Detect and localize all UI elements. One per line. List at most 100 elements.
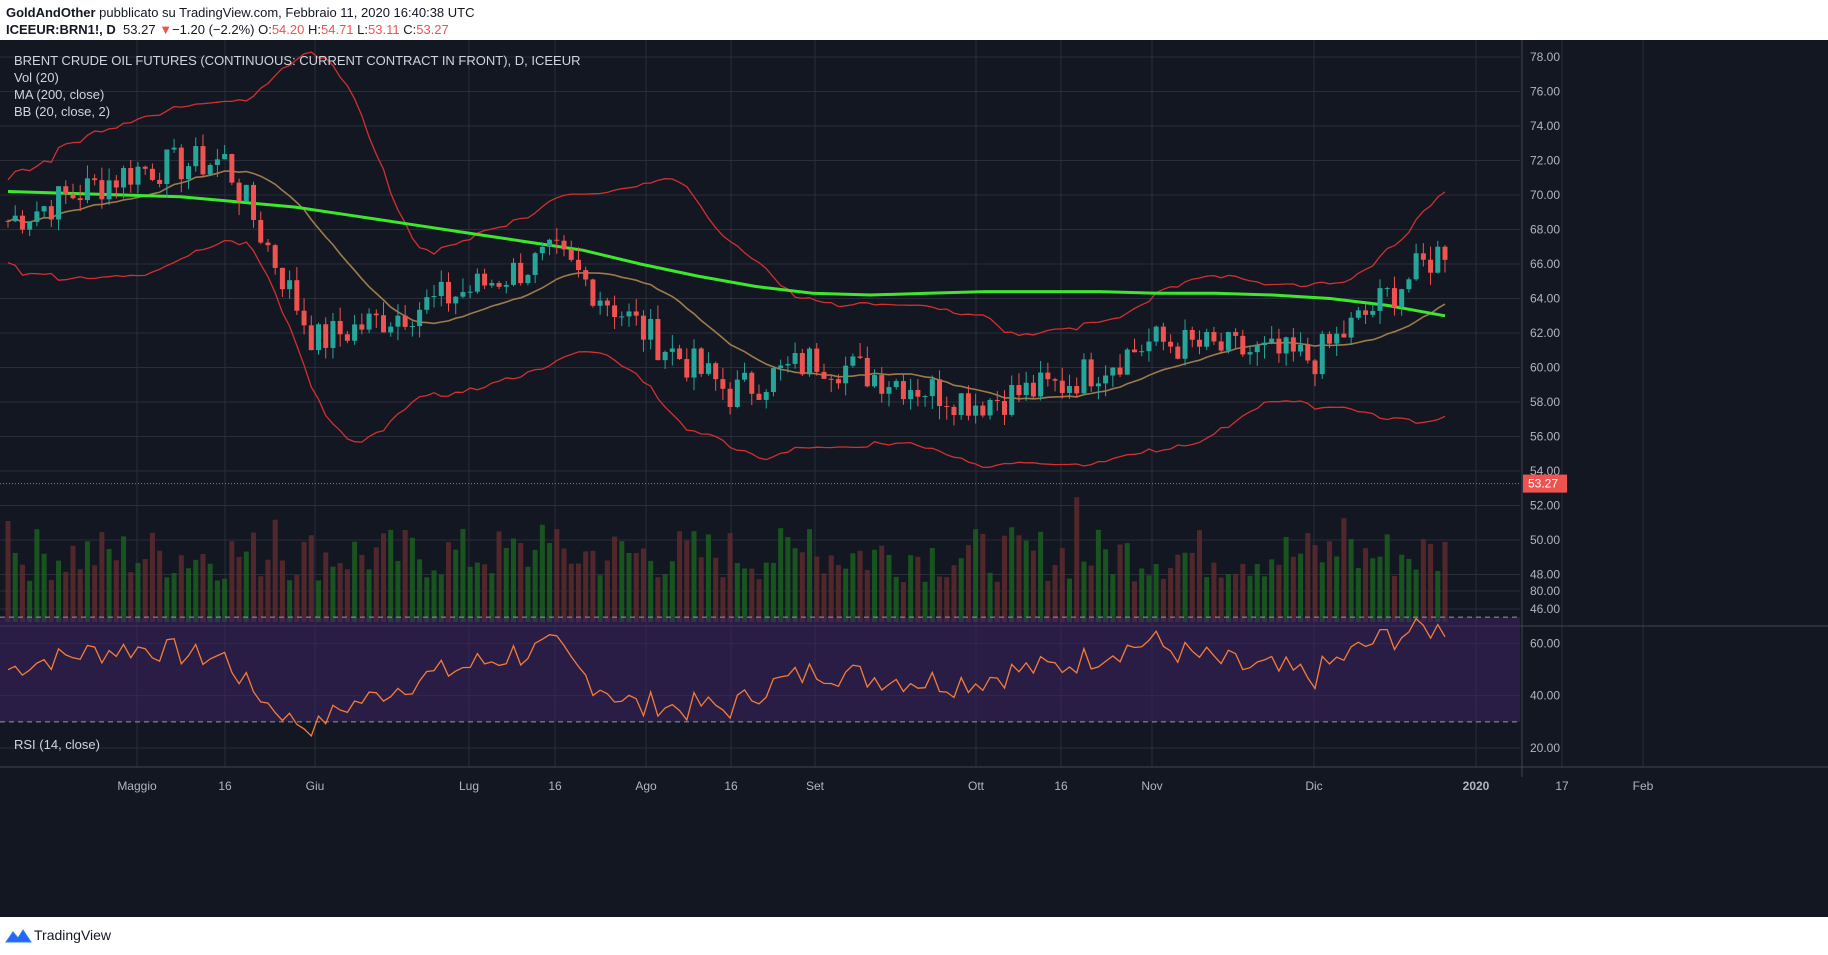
tradingview-brand[interactable]: TradingView <box>34 927 112 943</box>
low-label: L: <box>357 22 369 37</box>
volume-bar <box>785 537 791 622</box>
candle-body <box>1290 337 1296 352</box>
candle-body <box>236 182 242 202</box>
volume-bar <box>287 580 293 622</box>
candle-body <box>1052 379 1058 381</box>
candle-body <box>373 313 379 316</box>
volume-bar <box>662 574 668 622</box>
volume-bar <box>1038 531 1044 622</box>
candle-body <box>453 296 459 304</box>
candle-body <box>467 291 473 293</box>
change-down-icon: ▼ <box>159 22 173 37</box>
volume-bar <box>27 580 33 622</box>
candle-body <box>424 297 430 310</box>
volume-bar <box>770 562 776 622</box>
candle-body <box>1038 372 1044 397</box>
volume-bar <box>1117 544 1123 622</box>
time-axis-label: 16 <box>218 779 232 793</box>
last-price-label: 53.27 <box>1528 477 1558 491</box>
candle-body <box>619 316 625 318</box>
candle-body <box>178 147 184 180</box>
chart-canvas[interactable]: 46.00 48.00 50.00 52.00 54.00 56.00 58.00 60.00… <box>0 40 1828 917</box>
volume-bar <box>1254 563 1260 622</box>
candle-body <box>510 262 516 285</box>
volume-bar <box>872 549 878 622</box>
candle-body <box>258 219 264 243</box>
volume-bar <box>84 541 90 622</box>
volume-bar <box>496 531 502 622</box>
bb-basis-line <box>7 170 1446 400</box>
candle-body <box>214 159 220 166</box>
volume-bar <box>193 559 199 622</box>
legend-ma[interactable]: MA (200, close) <box>14 87 105 102</box>
symbol-name[interactable]: ICEEUR:BRN1!, D <box>6 22 116 37</box>
volume-bar <box>222 578 228 622</box>
candle-body <box>1204 332 1210 347</box>
candle-body <box>222 154 228 160</box>
candle-body <box>99 180 105 200</box>
candle-body <box>958 393 964 416</box>
candle-body <box>1254 345 1260 353</box>
volume-bar <box>994 581 1000 622</box>
volume-bar <box>1225 574 1231 622</box>
volume-bar <box>1261 576 1267 622</box>
candle-body <box>1355 310 1361 318</box>
candle-body <box>662 351 668 361</box>
candle-body <box>251 184 257 220</box>
chart-area[interactable]: 46.00 48.00 50.00 52.00 54.00 56.00 58.00 60.00… <box>0 40 1828 917</box>
volume-bar <box>323 552 329 622</box>
candle-body <box>828 378 834 380</box>
candle-body <box>1088 359 1094 387</box>
candle-body <box>944 406 950 408</box>
volume-bar <box>1355 567 1361 622</box>
time-axis-label: 16 <box>1054 779 1068 793</box>
volume-bar <box>893 576 899 622</box>
volume-bar <box>547 543 553 622</box>
legend-bb[interactable]: BB (20, close, 2) <box>14 104 111 119</box>
candle-body <box>648 319 654 340</box>
volume-bar <box>857 550 863 622</box>
candle-body <box>814 348 820 372</box>
candle-body <box>1168 341 1174 347</box>
candle-body <box>1283 337 1289 354</box>
candle-body <box>1406 279 1412 290</box>
candle-body <box>951 406 957 416</box>
volume-bar <box>554 529 560 622</box>
candle-body <box>395 315 401 327</box>
volume-bar <box>669 561 675 622</box>
candle-body <box>900 381 906 400</box>
volume-bar <box>742 568 748 622</box>
volume-bar <box>1175 554 1181 622</box>
volume-bar <box>142 559 148 622</box>
volume-bar <box>1326 541 1332 622</box>
candle-body <box>705 363 711 374</box>
volume-bar <box>821 573 827 622</box>
chart-header: GoldAndOther pubblicato su TradingView.c… <box>0 0 1828 40</box>
candle-body <box>857 356 863 358</box>
volume-bar <box>395 560 401 622</box>
volume-bar <box>626 552 632 622</box>
candle-body <box>1348 317 1354 338</box>
volume-bar <box>612 536 618 622</box>
bb-lower-band <box>7 239 1446 469</box>
legend-volume[interactable]: Vol (20) <box>14 70 59 85</box>
candle-body <box>937 379 943 407</box>
candle-body <box>1081 359 1087 394</box>
volume-bar <box>243 551 249 622</box>
volume-bar <box>48 580 54 622</box>
candle-body <box>850 356 856 366</box>
volume-bar <box>178 555 184 622</box>
candle-body <box>438 281 444 297</box>
legend-rsi[interactable]: RSI (14, close) <box>14 737 100 752</box>
candle-body <box>1326 333 1332 344</box>
volume-bar <box>106 549 112 622</box>
candle-body <box>640 315 646 340</box>
time-axis-label: Set <box>806 779 825 793</box>
rsi-tick-label: 40.00 <box>1530 689 1560 703</box>
bb-upper-band <box>7 51 1446 337</box>
volume-bar <box>1081 561 1087 622</box>
volume-bar <box>1211 562 1217 622</box>
candle-body <box>1384 288 1390 290</box>
author-name[interactable]: GoldAndOther <box>6 5 96 20</box>
candle-body <box>965 393 971 416</box>
